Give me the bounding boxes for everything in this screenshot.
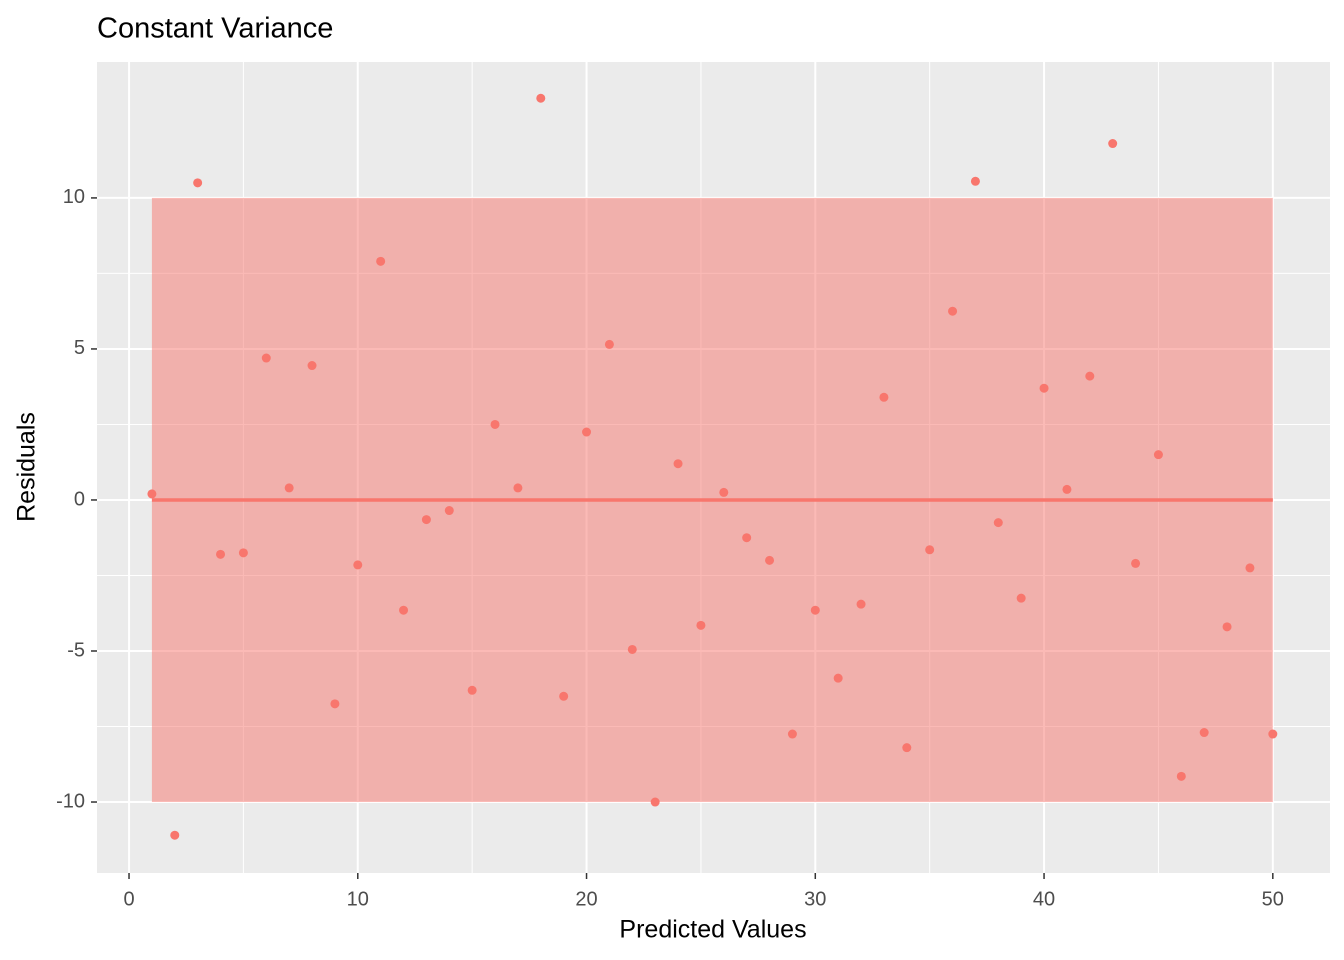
point: [1062, 484, 1072, 494]
point: [490, 419, 500, 429]
point: [1199, 728, 1209, 738]
y-axis-title: Residuals: [13, 412, 41, 522]
point: [719, 487, 729, 497]
point: [513, 483, 523, 493]
point: [238, 548, 248, 558]
point: [902, 743, 912, 753]
point: [536, 93, 546, 103]
x-tick-label: 20: [575, 888, 597, 910]
point: [742, 533, 752, 543]
point: [582, 427, 592, 437]
point: [1268, 729, 1278, 739]
point: [444, 506, 454, 516]
point: [559, 691, 569, 701]
point: [879, 392, 889, 402]
point: [399, 605, 409, 615]
x-tick-label: 50: [1262, 888, 1284, 910]
point: [261, 353, 271, 363]
point: [1039, 383, 1049, 393]
point: [856, 599, 866, 609]
point: [696, 620, 706, 630]
point: [353, 560, 363, 570]
y-tick-label: 5: [74, 337, 85, 359]
point: [1131, 558, 1141, 568]
point: [1222, 622, 1232, 632]
point: [330, 699, 340, 709]
point: [673, 459, 683, 469]
y-tick-label: 10: [63, 186, 85, 208]
point: [1153, 450, 1163, 460]
point: [627, 644, 637, 654]
point: [376, 256, 386, 266]
y-tick-label: -10: [56, 790, 85, 812]
point: [1108, 139, 1118, 149]
y-tick-label: -5: [67, 639, 85, 661]
point: [1176, 771, 1186, 781]
x-tick-label: 30: [804, 888, 826, 910]
point: [833, 673, 843, 683]
point: [925, 545, 935, 555]
point: [604, 339, 614, 349]
point: [170, 830, 180, 840]
point: [810, 605, 820, 615]
y-tick-label: 0: [74, 488, 85, 510]
x-axis-title: Predicted Values: [619, 916, 806, 944]
chart-title: Constant Variance: [97, 13, 333, 45]
point: [421, 515, 431, 525]
point: [650, 797, 660, 807]
point: [147, 489, 157, 499]
x-tick-label: 40: [1033, 888, 1055, 910]
x-tick-label: 0: [123, 888, 134, 910]
point: [1016, 593, 1026, 603]
point: [1085, 371, 1095, 381]
point: [467, 685, 477, 695]
x-tick-label: 10: [347, 888, 369, 910]
point: [193, 178, 203, 188]
point: [970, 176, 980, 186]
point: [307, 361, 317, 371]
point: [284, 483, 294, 493]
point: [787, 729, 797, 739]
point: [948, 306, 958, 316]
point: [1245, 563, 1255, 573]
point: [216, 549, 226, 559]
point: [993, 518, 1003, 528]
point: [765, 555, 775, 565]
